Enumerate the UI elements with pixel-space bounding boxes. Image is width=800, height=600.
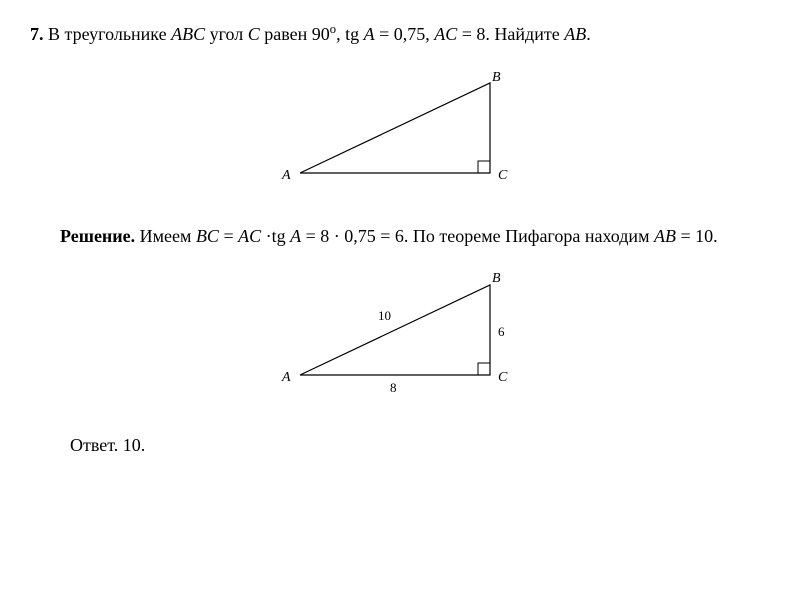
answer-value: 10.	[123, 435, 146, 455]
solution-block: Решение. Имеем BC = AC ·tg A = 8 · 0,75 …	[60, 223, 770, 250]
problem-number: 7.	[30, 24, 44, 44]
label-b-1: B	[492, 70, 501, 85]
right-angle-marker-2	[478, 363, 490, 375]
label-hyp: 10	[378, 308, 391, 323]
right-angle-marker-1	[478, 161, 490, 173]
triangle-2-svg: A B C 10 6 8	[270, 260, 530, 400]
label-adj: 8	[390, 380, 397, 395]
label-a-2: A	[281, 370, 291, 385]
figure-2: A B C 10 6 8	[30, 260, 770, 405]
triangle-1-svg: A B C	[270, 63, 530, 193]
triangle-1-shape	[300, 83, 490, 173]
figure-1: A B C	[30, 63, 770, 198]
answer-label: Ответ.	[70, 435, 123, 455]
solution-label: Решение.	[60, 226, 135, 246]
answer-block: Ответ. 10.	[70, 435, 770, 456]
problem-statement: 7. В треугольнике ABC угол C равен 90о, …	[30, 20, 770, 48]
label-c-2: C	[498, 370, 508, 385]
label-a-1: A	[281, 168, 291, 183]
label-b-2: B	[492, 271, 501, 286]
triangle-2-shape	[300, 285, 490, 375]
label-c-1: C	[498, 168, 508, 183]
label-opp: 6	[498, 324, 505, 339]
